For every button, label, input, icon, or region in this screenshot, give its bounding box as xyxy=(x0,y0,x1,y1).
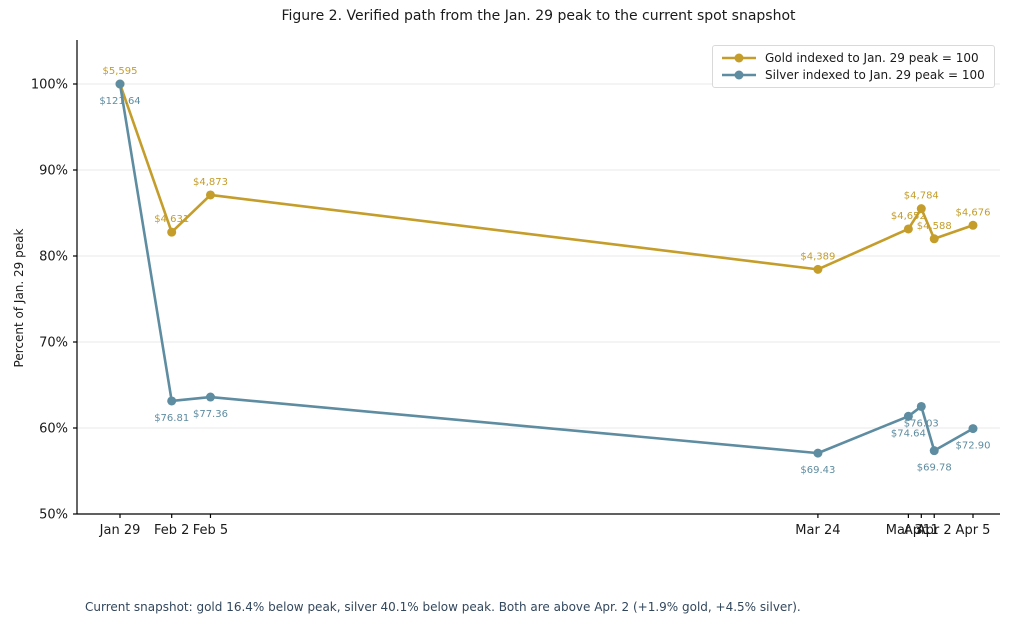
silver-point-marker xyxy=(968,424,978,434)
gold-price-label: $4,631 xyxy=(154,214,189,225)
silver-point-marker xyxy=(929,446,939,456)
gold-price-label: $4,676 xyxy=(956,207,991,218)
gold-line-swatch-icon xyxy=(722,53,756,63)
silver-price-label: $74.64 xyxy=(891,428,926,439)
silver-price-label: $72.90 xyxy=(956,441,991,452)
silver-point-marker xyxy=(813,448,823,458)
legend-item-silver: Silver indexed to Jan. 29 peak = 100 xyxy=(720,68,985,82)
silver-line xyxy=(118,82,975,455)
silver-price-label: $77.36 xyxy=(193,409,228,420)
gold-point-marker xyxy=(813,264,823,274)
gold-price-label: $4,873 xyxy=(193,177,228,188)
chart-legend: Gold indexed to Jan. 29 peak = 100 Silve… xyxy=(712,45,995,88)
gold-point-marker xyxy=(903,224,913,234)
silver-price-label: $121.64 xyxy=(99,96,140,107)
y-tick-label: 90% xyxy=(39,164,68,179)
silver-price-label: $76.03 xyxy=(904,418,939,429)
gold-price-label: $4,784 xyxy=(904,191,939,202)
y-tick-label: 70% xyxy=(39,336,68,351)
silver-point-marker xyxy=(916,401,926,411)
y-tick-label: 100% xyxy=(31,78,68,93)
gold-line xyxy=(118,82,975,271)
y-tick-label: 50% xyxy=(39,508,68,523)
x-tick-label: Feb 5 xyxy=(193,523,228,538)
silver-point-marker xyxy=(205,392,215,402)
legend-label-gold: Gold indexed to Jan. 29 peak = 100 xyxy=(765,51,979,65)
x-tick-label: Jan 29 xyxy=(99,523,141,538)
gold-price-label: $4,389 xyxy=(800,251,835,262)
silver-point-marker xyxy=(115,79,125,89)
gold-price-label: $5,595 xyxy=(103,66,138,77)
x-tick-label: Mar 24 xyxy=(795,523,840,538)
silver-line-swatch-icon xyxy=(722,70,756,80)
x-tick-label: Apr 1 xyxy=(904,523,939,538)
y-tick-label: 60% xyxy=(39,422,68,437)
legend-item-gold: Gold indexed to Jan. 29 peak = 100 xyxy=(720,51,985,65)
silver-point-marker xyxy=(167,396,177,406)
legend-label-silver: Silver indexed to Jan. 29 peak = 100 xyxy=(765,68,985,82)
x-tick-label: Apr 2 xyxy=(917,523,952,538)
gold-point-marker xyxy=(968,220,978,230)
gold-price-label: $4,588 xyxy=(917,221,952,232)
silver-point-marker xyxy=(903,411,913,421)
x-tick-label: Mar 31 xyxy=(886,523,931,538)
silver-price-label: $76.81 xyxy=(154,413,189,424)
y-tick-label: 80% xyxy=(39,250,68,265)
x-tick-label: Feb 2 xyxy=(154,523,189,538)
gold-price-label: $4,652 xyxy=(891,211,926,222)
gold-point-marker xyxy=(205,190,215,200)
gold-point-marker xyxy=(167,227,177,237)
x-tick-label: Apr 5 xyxy=(956,523,991,538)
chart-title: Figure 2. Verified path from the Jan. 29… xyxy=(281,8,796,24)
snapshot-footnote: Current snapshot: gold 16.4% below peak,… xyxy=(85,600,801,614)
silver-price-label: $69.43 xyxy=(800,465,835,476)
gold-point-marker xyxy=(916,204,926,214)
silver-price-label: $69.78 xyxy=(917,463,952,474)
gold-point-marker xyxy=(929,234,939,244)
